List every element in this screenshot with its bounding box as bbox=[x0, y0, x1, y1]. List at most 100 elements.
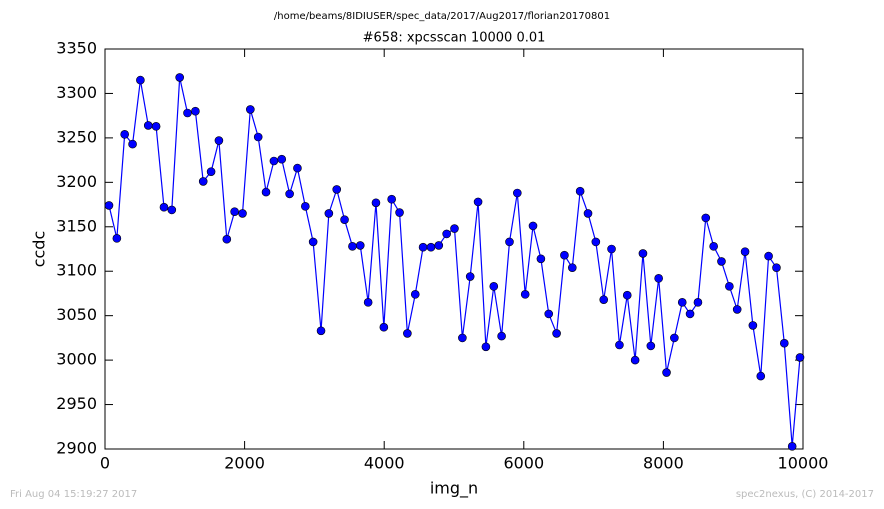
data-point bbox=[403, 329, 412, 338]
y-tick-label: 3300 bbox=[56, 83, 97, 102]
data-point bbox=[143, 121, 153, 130]
chart-title: #658: xpcsscan 10000 0.01 bbox=[363, 31, 546, 46]
footer-right: spec2nexus, (C) 2014-2017 bbox=[736, 489, 874, 500]
x-tick-label: 10000 bbox=[778, 454, 829, 473]
data-point bbox=[387, 194, 396, 204]
data-point bbox=[473, 197, 483, 207]
x-tick-label: 6000 bbox=[503, 454, 544, 473]
y-tick-label: 3200 bbox=[56, 172, 97, 191]
data-point bbox=[355, 241, 365, 250]
data-point bbox=[246, 105, 255, 114]
data-point bbox=[654, 274, 663, 283]
suptitle: /home/beams/8IDIUSER/spec_data/2017/Aug2… bbox=[274, 11, 610, 22]
data-point bbox=[489, 282, 499, 291]
data-point bbox=[159, 202, 169, 212]
data-point bbox=[772, 263, 781, 272]
data-point bbox=[693, 298, 703, 307]
data-point bbox=[230, 207, 239, 216]
data-point bbox=[677, 298, 687, 307]
data-point bbox=[136, 75, 145, 85]
data-point bbox=[434, 241, 444, 250]
y-tick-label: 3150 bbox=[56, 216, 97, 235]
data-point bbox=[324, 209, 334, 218]
data-point bbox=[104, 201, 114, 210]
data-point bbox=[607, 244, 616, 254]
data-point bbox=[748, 321, 758, 330]
data-point bbox=[513, 188, 522, 198]
x-axis-label: img_n bbox=[430, 479, 478, 499]
data-point bbox=[214, 136, 224, 145]
y-tick-label: 3000 bbox=[56, 350, 97, 369]
data-point bbox=[701, 213, 711, 223]
data-point bbox=[222, 234, 232, 244]
data-point bbox=[505, 237, 514, 247]
data-point bbox=[277, 154, 287, 164]
data-point bbox=[191, 106, 200, 116]
data-point bbox=[646, 341, 656, 351]
data-point bbox=[764, 251, 773, 261]
data-point bbox=[709, 242, 718, 251]
y-tick-label: 2950 bbox=[56, 394, 97, 413]
data-point bbox=[332, 185, 342, 194]
data-point bbox=[795, 353, 805, 362]
data-point bbox=[450, 224, 459, 233]
data-point bbox=[662, 368, 671, 377]
plot-frame bbox=[104, 48, 804, 450]
data-point bbox=[465, 272, 475, 281]
data-point bbox=[717, 257, 726, 266]
x-tick-label: 8000 bbox=[643, 454, 684, 473]
data-point bbox=[615, 340, 624, 350]
data-point bbox=[458, 333, 467, 343]
data-point bbox=[112, 234, 122, 243]
series-line bbox=[108, 77, 801, 447]
x-tick-label: 2000 bbox=[224, 454, 265, 473]
x-tick-label: 4000 bbox=[364, 454, 405, 473]
data-point bbox=[442, 229, 451, 239]
data-point bbox=[379, 322, 389, 332]
data-point bbox=[371, 198, 381, 208]
data-point bbox=[340, 215, 349, 224]
data-point bbox=[301, 202, 310, 211]
footer-left: Fri Aug 04 15:19:27 2017 bbox=[10, 489, 137, 500]
data-point bbox=[238, 209, 247, 218]
data-point bbox=[285, 189, 294, 199]
data-point bbox=[787, 442, 797, 451]
data-point bbox=[120, 130, 129, 139]
data-point bbox=[591, 237, 601, 247]
y-tick-label: 3050 bbox=[56, 305, 97, 324]
data-point bbox=[348, 242, 357, 251]
data-point bbox=[599, 295, 609, 304]
data-point bbox=[732, 305, 742, 314]
data-point bbox=[622, 290, 632, 300]
y-tick-label: 3100 bbox=[56, 261, 97, 280]
data-point bbox=[544, 309, 554, 319]
data-point bbox=[206, 167, 216, 176]
data-point bbox=[536, 254, 546, 264]
data-point bbox=[725, 282, 734, 291]
data-point bbox=[497, 331, 506, 341]
data-point bbox=[183, 108, 192, 118]
data-point bbox=[253, 132, 263, 142]
data-point bbox=[583, 209, 593, 218]
data-point bbox=[670, 333, 679, 343]
data-point bbox=[568, 263, 577, 272]
data-point bbox=[638, 249, 648, 258]
data-point bbox=[175, 73, 184, 82]
data-point bbox=[418, 242, 428, 252]
data-point bbox=[528, 221, 538, 231]
data-point bbox=[151, 122, 161, 131]
data-point bbox=[481, 342, 491, 352]
x-tick-label: 0 bbox=[100, 454, 110, 473]
y-tick-label: 3350 bbox=[56, 39, 97, 58]
data-point bbox=[756, 371, 766, 381]
data-point bbox=[779, 338, 789, 348]
data-point bbox=[316, 326, 326, 336]
data-point bbox=[575, 186, 585, 196]
data-point bbox=[308, 237, 318, 247]
data-point bbox=[363, 298, 373, 307]
y-axis-label: ccdc bbox=[30, 231, 49, 268]
data-point bbox=[410, 290, 420, 299]
data-point bbox=[520, 290, 530, 299]
data-point bbox=[198, 177, 208, 186]
data-point bbox=[552, 329, 561, 338]
